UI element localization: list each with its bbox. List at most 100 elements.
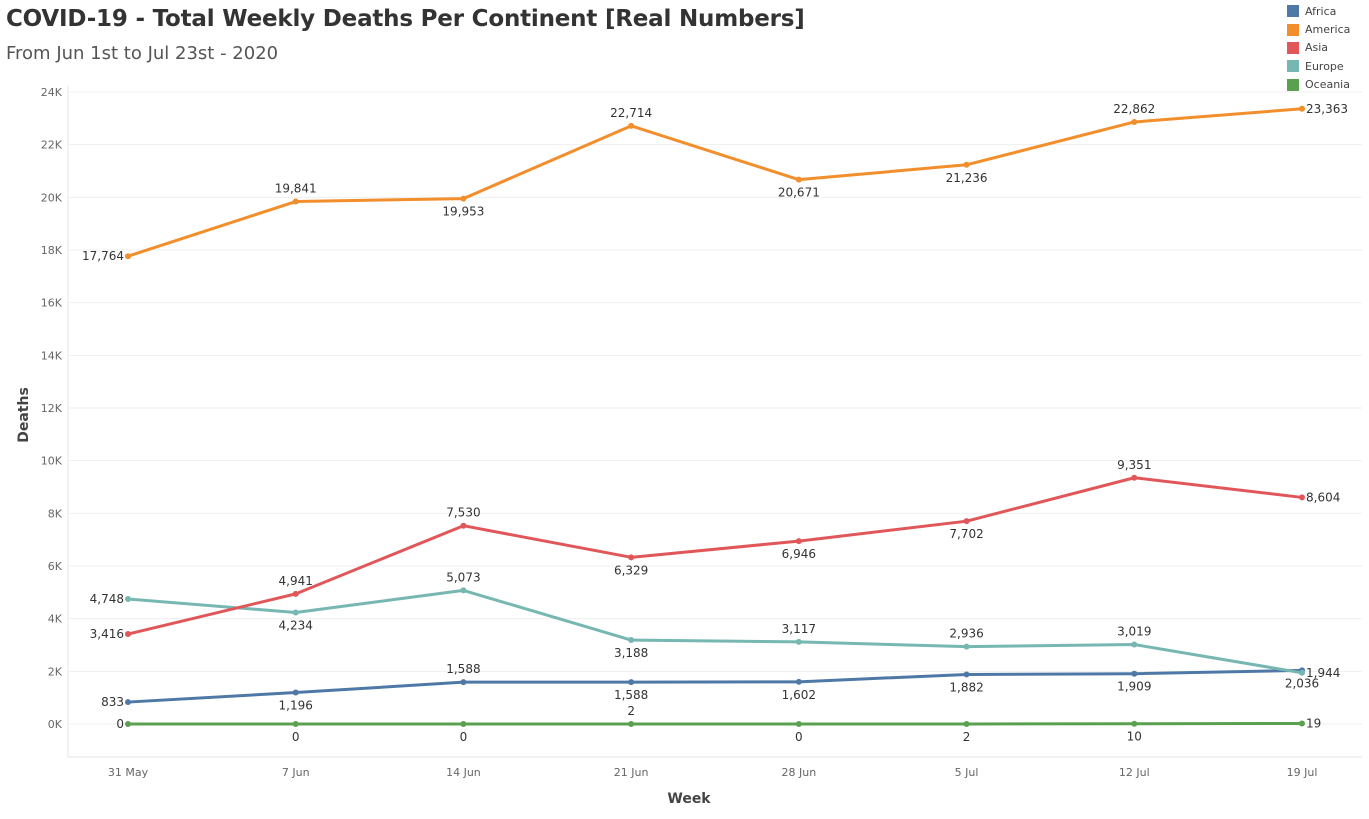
asia-point bbox=[292, 590, 299, 597]
chart-subtitle: From Jun 1st to Jul 23st - 2020 bbox=[6, 43, 279, 64]
america-data-label: 20,671 bbox=[778, 186, 820, 200]
legend-label: Africa bbox=[1305, 4, 1337, 18]
legend-item-america: America bbox=[1287, 20, 1350, 38]
africa-point bbox=[1131, 670, 1138, 677]
oceania-point bbox=[125, 721, 131, 727]
asia-point bbox=[125, 631, 131, 638]
europe-point bbox=[1299, 669, 1305, 676]
x-tick-label: 28 Jun bbox=[782, 766, 817, 779]
legend-label: America bbox=[1305, 23, 1351, 37]
y-axis-ticks: 0K 2K 4K 6K 8K 10K 12K 14K 16K 18K 20K 22K 24K bbox=[41, 86, 63, 731]
oceania-data-label: 0 bbox=[460, 730, 468, 744]
europe-point bbox=[125, 595, 131, 602]
europe-point bbox=[460, 587, 467, 594]
legend: Africa America Asia Europe Oceania bbox=[1287, 2, 1350, 94]
oceania-data-label: 10 bbox=[1127, 730, 1142, 744]
europe-data-label: 4,234 bbox=[279, 619, 313, 633]
oceania-point bbox=[963, 720, 970, 727]
y-tick-label: 12K bbox=[41, 402, 63, 415]
europe-data-label: 2,936 bbox=[949, 627, 983, 641]
legend-swatch bbox=[1287, 60, 1299, 73]
europe-point bbox=[628, 637, 635, 644]
europe-line bbox=[127, 588, 1303, 675]
america-point bbox=[292, 198, 299, 205]
x-tick-label: 7 Jun bbox=[282, 766, 310, 779]
legend-swatch bbox=[1287, 5, 1299, 18]
oceania-line bbox=[128, 722, 1303, 726]
africa-data-label: 1,588 bbox=[614, 688, 648, 702]
africa-point bbox=[628, 679, 635, 686]
africa-point bbox=[460, 679, 467, 686]
asia-data-label: 7,530 bbox=[446, 506, 480, 520]
oceania-point bbox=[1299, 720, 1305, 727]
y-tick-label: 16K bbox=[41, 297, 63, 310]
legend-label: Oceania bbox=[1305, 78, 1350, 92]
oceania-data-label: 0 bbox=[292, 730, 300, 744]
y-tick-label: 0K bbox=[48, 718, 63, 731]
y-tick-label: 10K bbox=[41, 455, 63, 468]
legend-item-europe: Europe bbox=[1287, 57, 1350, 75]
america-data-label: 17,764 bbox=[82, 249, 124, 263]
oceania-data-label: 2 bbox=[627, 704, 635, 718]
oceania-point bbox=[795, 721, 802, 727]
oceania-point bbox=[460, 721, 467, 727]
asia-line bbox=[127, 476, 1303, 636]
asia-point bbox=[628, 554, 635, 561]
america-point bbox=[1299, 105, 1305, 112]
africa-data-label: 2,036 bbox=[1285, 676, 1319, 690]
asia-point bbox=[795, 538, 802, 545]
africa-data-label: 1,909 bbox=[1117, 680, 1151, 694]
gridlines bbox=[67, 86, 1362, 758]
x-tick-label: 14 Jun bbox=[446, 766, 481, 779]
asia-point bbox=[1299, 494, 1305, 501]
asia-data-label: 7,702 bbox=[949, 527, 983, 541]
america-data-label: 22,862 bbox=[1113, 102, 1155, 116]
x-tick-label: 12 Jul bbox=[1119, 766, 1150, 779]
europe-point bbox=[1131, 641, 1138, 648]
y-tick-label: 24K bbox=[41, 86, 63, 99]
america-point bbox=[125, 253, 131, 260]
america-line bbox=[127, 107, 1303, 258]
legend-item-oceania: Oceania bbox=[1287, 76, 1350, 94]
asia-data-label: 4,941 bbox=[279, 574, 313, 588]
x-tick-label: 5 Jul bbox=[955, 766, 979, 779]
asia-data-label: 6,946 bbox=[782, 547, 816, 561]
america-point bbox=[963, 161, 970, 168]
oceania-point bbox=[1131, 720, 1138, 727]
x-tick-label: 19 Jul bbox=[1287, 766, 1318, 779]
asia-point bbox=[963, 518, 970, 525]
africa-data-label: 1,882 bbox=[949, 680, 983, 694]
legend-label: Europe bbox=[1305, 59, 1344, 73]
legend-item-asia: Asia bbox=[1287, 39, 1350, 57]
oceania-point bbox=[292, 721, 299, 727]
america-point bbox=[1131, 118, 1138, 125]
y-tick-label: 20K bbox=[41, 191, 63, 204]
x-axis-title: Week bbox=[667, 791, 711, 807]
america-point bbox=[795, 176, 802, 183]
y-tick-label: 4K bbox=[48, 613, 63, 626]
europe-data-label: 5,073 bbox=[446, 570, 480, 584]
oceania-data-label: 2 bbox=[963, 730, 971, 744]
legend-label: Asia bbox=[1305, 41, 1329, 55]
series-lines bbox=[127, 107, 1303, 726]
africa-point bbox=[963, 671, 970, 678]
africa-point bbox=[795, 678, 802, 685]
europe-point bbox=[292, 609, 299, 616]
america-point bbox=[460, 195, 467, 202]
y-tick-label: 14K bbox=[41, 349, 63, 362]
oceania-data-label: 0 bbox=[795, 730, 803, 744]
africa-point bbox=[292, 689, 299, 696]
legend-item-africa: Africa bbox=[1287, 2, 1350, 20]
y-axis-title: Deaths bbox=[16, 387, 32, 443]
asia-data-label: 6,329 bbox=[614, 563, 648, 577]
africa-data-label: 833 bbox=[101, 695, 124, 709]
america-data-label: 19,953 bbox=[442, 205, 484, 219]
europe-point bbox=[963, 643, 970, 650]
x-tick-label: 31 May bbox=[108, 766, 149, 779]
america-point bbox=[628, 122, 635, 129]
africa-data-label: 1,196 bbox=[279, 699, 313, 713]
asia-point bbox=[1131, 474, 1138, 481]
y-tick-label: 2K bbox=[48, 665, 63, 678]
africa-line bbox=[127, 668, 1303, 704]
